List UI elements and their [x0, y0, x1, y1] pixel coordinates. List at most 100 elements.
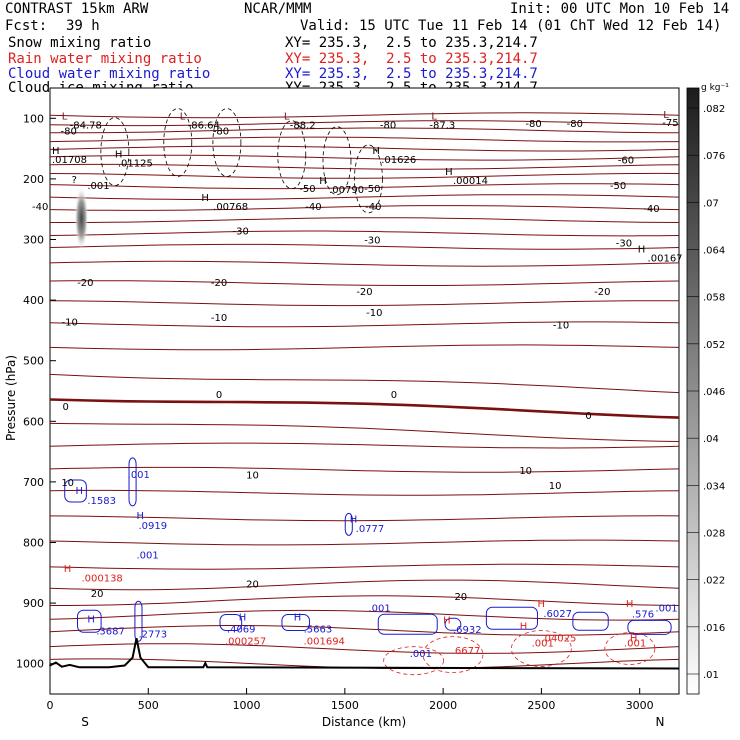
y-tick-label: 500: [23, 355, 44, 368]
cloud-ice-contour: [100, 117, 130, 187]
extremum-label: .2773: [138, 629, 167, 640]
temperature-label: -30: [616, 239, 632, 250]
temperature-label: 10: [519, 466, 532, 477]
temperature-contour: [49, 205, 680, 211]
temperature-label: -20: [594, 287, 610, 298]
extremum-label: .01626: [381, 155, 416, 166]
temperature-label: -30: [364, 236, 380, 247]
y-tick-label: 300: [23, 234, 44, 247]
south-end-label: S: [81, 715, 89, 729]
temperature-contour: [49, 280, 680, 286]
extremum-label: H: [520, 622, 528, 633]
temperature-contour: [49, 145, 680, 152]
temperature-label: -50: [364, 184, 380, 195]
colorbar-tick-label: .022: [703, 576, 725, 587]
temperature-label: -50: [610, 181, 626, 192]
temperature-contour: [49, 183, 680, 190]
temperature-label: 10: [61, 478, 74, 489]
temperature-contour: [49, 373, 680, 394]
extremum-label: .0919: [138, 521, 167, 532]
cloud-water-contour: [134, 600, 143, 642]
colorbar-tick-label: .058: [703, 293, 725, 304]
temperature-contour: [50, 595, 680, 606]
temperature-contour: [49, 489, 680, 496]
cloud-water-contour: [377, 613, 438, 635]
temperature-label: -40: [365, 202, 381, 213]
y-tick-label: 1000: [16, 658, 44, 671]
extremum-label: .5663: [304, 625, 333, 636]
extremum-label: -88.2: [290, 120, 316, 131]
plot-area: -80 -80 -80 -80 -80 -60 -50 -50 -50 -40 -40 -40 -40 -…: [16, 87, 683, 712]
cloud-water-contour: [64, 479, 87, 503]
cloud-ice-contour: [322, 126, 352, 196]
extremum-label: .001: [624, 638, 646, 649]
temperature-contour: [49, 112, 680, 119]
temperature-label: 0: [216, 390, 222, 401]
cloud-ice-contour: [277, 120, 307, 190]
extremum-label: .04025: [541, 634, 576, 645]
extremum-label: .001: [532, 638, 554, 649]
extremum-label: H: [537, 599, 545, 610]
temperature-label: 10: [246, 471, 259, 482]
extremum-label: .6027: [543, 609, 572, 620]
temperature-contour: [49, 154, 680, 161]
extremum-label: .000138: [81, 574, 122, 585]
colorbar-tick-label: .016: [703, 623, 725, 634]
xsec-coords-snow: XY= 235.3, 2.5 to 235.3,214.7: [285, 35, 538, 51]
extremum-label: .1583: [87, 496, 116, 507]
temperature-contour: [49, 243, 680, 250]
colorbar-tick-label: .01: [703, 670, 719, 681]
temperature-label: -60: [618, 156, 634, 167]
extremum-label: .00768: [213, 202, 248, 213]
extremum-label: H: [136, 511, 144, 522]
x-tick-label: 1000: [233, 699, 261, 712]
extremum-label: L: [180, 111, 186, 122]
x-tick-label: 3000: [626, 699, 654, 712]
temperature-label: -10: [366, 308, 382, 319]
temperature-contour: [49, 120, 680, 127]
temperature-label: -80: [61, 126, 77, 137]
extremum-label: .001: [368, 603, 390, 614]
extremum-label: H: [52, 146, 60, 157]
y-tick-label: 700: [23, 476, 44, 489]
colorbar-tick-label: .046: [703, 387, 725, 398]
extremum-label: H: [626, 599, 634, 610]
cloud-water-contour: [281, 613, 310, 631]
extremum-label: .001: [655, 603, 677, 614]
temperature-contour: [49, 442, 680, 449]
extremum-label: ?: [72, 175, 77, 186]
extremum-label: .0777: [356, 524, 385, 535]
cloud-water-contour: [627, 619, 672, 635]
temperature-label: -10: [553, 320, 569, 331]
temperature-label: -40: [643, 204, 659, 215]
cloud-water-contour: [572, 611, 609, 631]
extremum-label: .001694: [304, 637, 345, 648]
colorbar-unit: g kg⁻¹: [701, 83, 729, 93]
temperature-label: 20: [454, 592, 467, 603]
terrain-line: [49, 638, 680, 670]
rain-contour: [604, 632, 656, 665]
x-tick-label: 2000: [429, 699, 457, 712]
extremum-label: H: [638, 245, 646, 256]
temperature-contour: [49, 172, 680, 179]
extremum-label: L: [62, 111, 68, 122]
cloud-water-contour: [485, 606, 538, 630]
extremum-label: H: [201, 193, 209, 204]
extremum-label: -84.78: [70, 120, 102, 131]
colorbar-tick-label: .07: [703, 198, 719, 209]
extremum-label: .3687: [96, 626, 125, 637]
temperature-label: -80: [567, 119, 583, 130]
extremum-label: -75: [662, 118, 678, 129]
cloud-water-contour: [77, 609, 102, 633]
temperature-contour: [49, 422, 680, 442]
temperature-label: -80: [525, 119, 541, 130]
extremum-label: L: [663, 110, 669, 121]
x-tick-label: 1500: [331, 699, 359, 712]
field-label-snow: Snow mixing ratio: [8, 35, 152, 51]
cloud-ice-contour: [212, 108, 242, 177]
rain-contour: [383, 646, 445, 676]
temperature-label: -50: [299, 184, 315, 195]
temperature-contour: [50, 127, 680, 134]
temperature-contour: [49, 515, 680, 522]
